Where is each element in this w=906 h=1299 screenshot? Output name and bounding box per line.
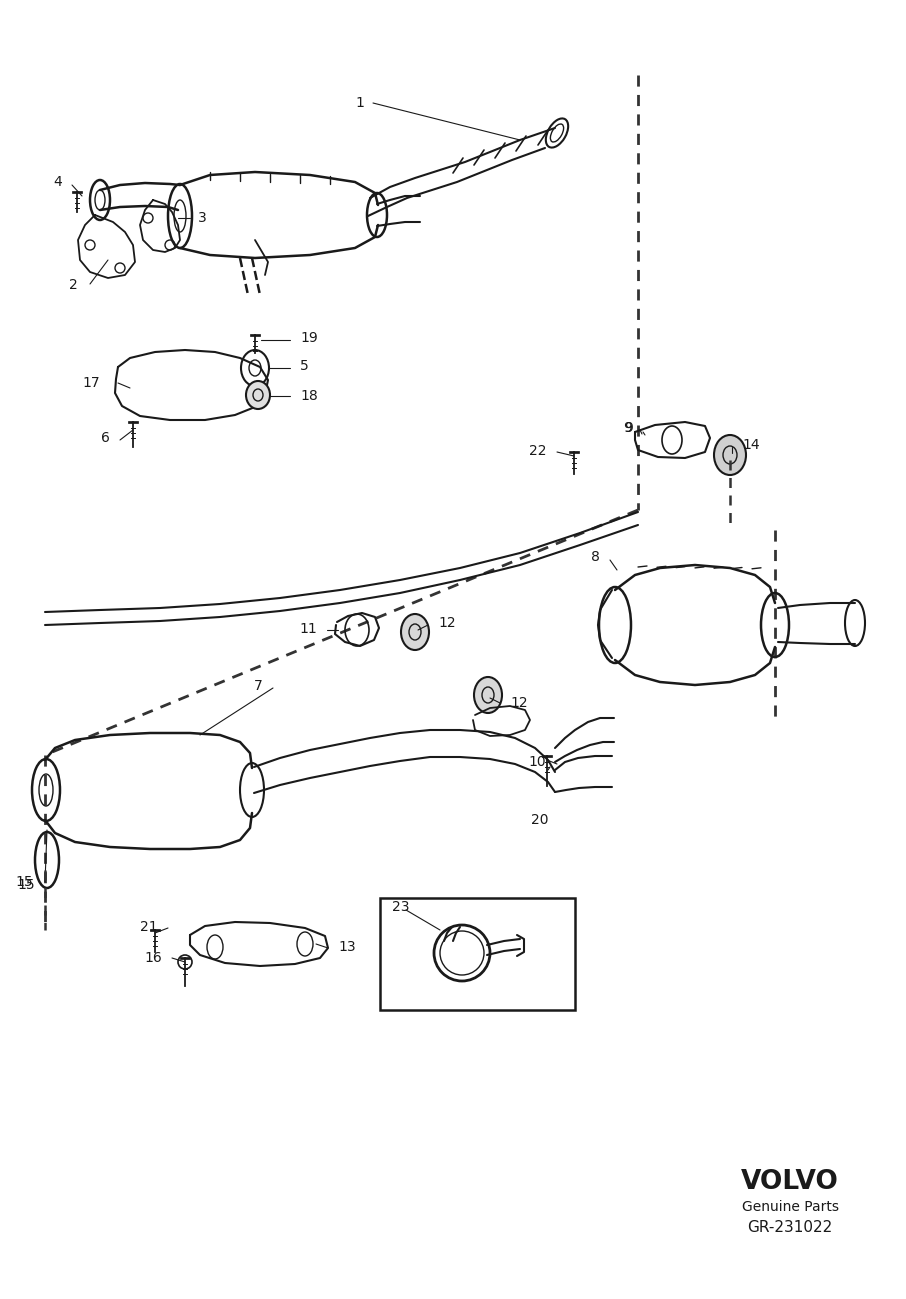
Text: GR-231022: GR-231022	[747, 1221, 833, 1235]
Text: 16: 16	[144, 951, 162, 965]
Text: 3: 3	[198, 210, 207, 225]
Text: 12: 12	[438, 616, 456, 630]
Ellipse shape	[714, 435, 746, 475]
Text: 5: 5	[300, 359, 309, 373]
Text: 12: 12	[510, 696, 527, 711]
Text: 20: 20	[531, 813, 548, 827]
Ellipse shape	[246, 381, 270, 409]
Text: 15: 15	[17, 878, 35, 892]
Text: 8: 8	[591, 549, 600, 564]
Text: 4: 4	[53, 175, 62, 188]
Text: 13: 13	[338, 940, 356, 953]
Text: 17: 17	[82, 375, 100, 390]
Text: Genuine Parts: Genuine Parts	[741, 1200, 838, 1215]
Text: 7: 7	[255, 679, 263, 692]
Text: 1: 1	[355, 96, 364, 110]
Text: 2: 2	[69, 278, 78, 292]
Text: 9: 9	[624, 421, 633, 435]
Text: VOLVO: VOLVO	[741, 1169, 839, 1195]
Text: 21: 21	[140, 920, 158, 934]
Text: 23: 23	[392, 900, 410, 914]
Text: 11: 11	[299, 622, 317, 637]
Ellipse shape	[474, 677, 502, 713]
Text: 10: 10	[528, 755, 546, 769]
Ellipse shape	[401, 614, 429, 650]
Text: 18: 18	[300, 388, 318, 403]
Text: 14: 14	[742, 438, 759, 452]
Text: 9: 9	[623, 421, 632, 435]
Text: 22: 22	[529, 444, 547, 459]
Text: 6: 6	[101, 431, 110, 446]
Bar	[380, 898, 575, 1011]
Text: 19: 19	[300, 331, 318, 346]
Text: 15: 15	[15, 876, 33, 889]
